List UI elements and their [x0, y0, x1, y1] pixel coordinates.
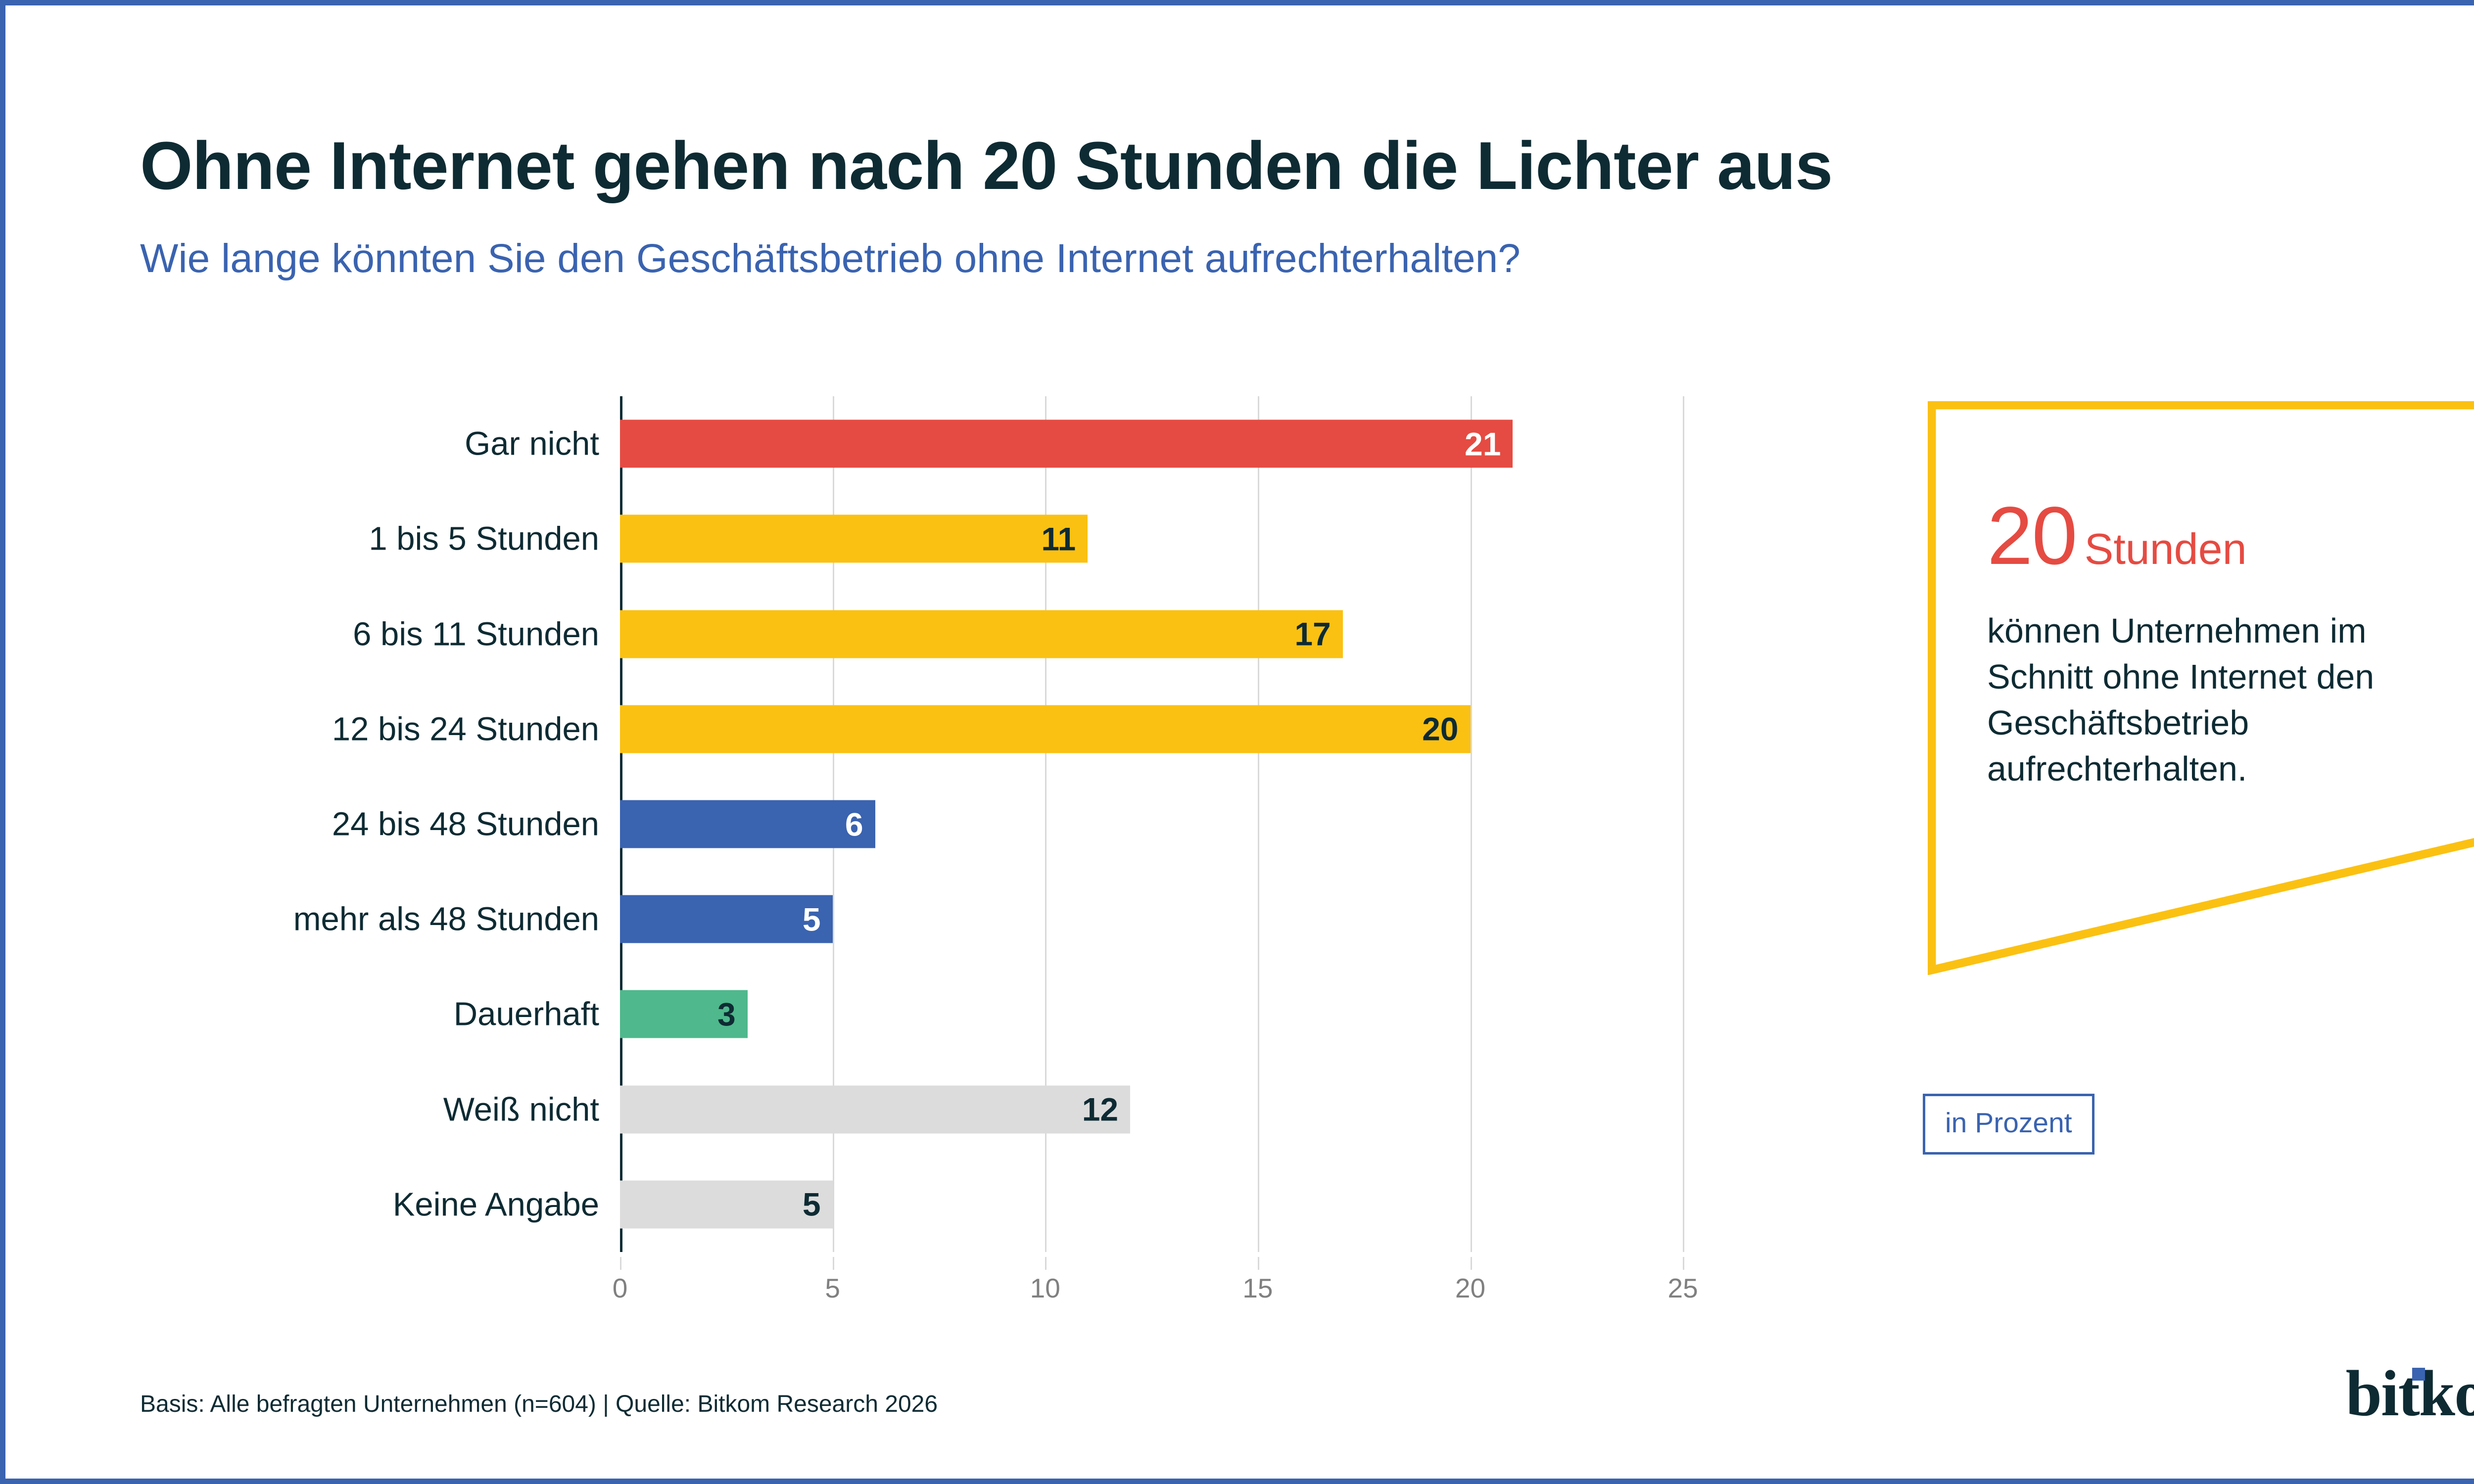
- x-tick-label: 0: [612, 1273, 628, 1303]
- bar-value-label: 11: [1041, 520, 1076, 557]
- gridline: [1257, 396, 1259, 1252]
- bar: 17: [620, 610, 1343, 658]
- category-label: Weiß nicht: [443, 1091, 599, 1128]
- bar-value-label: 3: [717, 996, 736, 1033]
- bar: 20: [620, 705, 1471, 753]
- bar-value-label: 17: [1294, 615, 1331, 652]
- category-label: Keine Angabe: [392, 1186, 599, 1223]
- bar-value-label: 5: [802, 1186, 821, 1223]
- bar: 5: [620, 1180, 833, 1229]
- bar-value-label: 6: [845, 806, 863, 842]
- bar: 3: [620, 990, 748, 1038]
- tick-mark: [1470, 1257, 1472, 1270]
- bar: 21: [620, 419, 1513, 468]
- tick-mark: [620, 1257, 621, 1270]
- gridline: [1045, 396, 1047, 1252]
- bar: 11: [620, 514, 1088, 563]
- bar: 12: [620, 1085, 1131, 1134]
- gridline: [1470, 396, 1472, 1252]
- x-tick-label: 25: [1667, 1273, 1698, 1303]
- bar-chart: Gar nicht 1 bis 5 Stunden 6 bis 11 Stunden…: [140, 396, 1812, 1303]
- source-note: Basis: Alle befragten Unternehmen (n=604…: [140, 1391, 938, 1417]
- bitkom-logo: bitkom: [2346, 1361, 2474, 1426]
- bar-value-label: 20: [1422, 710, 1459, 747]
- logo-dot-icon: [2412, 1368, 2425, 1381]
- callout-content: 20 Stunden können Unternehmen im Schnitt …: [1987, 495, 2472, 792]
- callout-description: können Unternehmen im Schnitt ohne Inter…: [1987, 611, 2375, 788]
- bar: 6: [620, 800, 875, 848]
- legend-unit-badge: in Prozent: [1923, 1094, 2094, 1155]
- x-tick-label: 5: [825, 1273, 840, 1303]
- category-label: mehr als 48 Stunden: [293, 900, 599, 938]
- x-axis-ticks: 0 5 10 15 20 25: [613, 1257, 1768, 1303]
- category-label: 12 bis 24 Stunden: [332, 710, 599, 748]
- header: Ohne Internet gehen nach 20 Stunden die …: [140, 129, 2416, 283]
- bar-value-label: 5: [802, 901, 821, 938]
- x-tick-label: 15: [1242, 1273, 1273, 1303]
- x-tick-label: 10: [1030, 1273, 1060, 1303]
- category-label: Dauerhaft: [453, 995, 599, 1033]
- callout-unit: Stunden: [2084, 524, 2247, 573]
- callout-number: 20: [1987, 490, 2078, 582]
- category-label: 24 bis 48 Stunden: [332, 805, 599, 843]
- bar-value-label: 12: [1082, 1091, 1119, 1128]
- callout-box: 20 Stunden können Unternehmen im Schnitt …: [1928, 401, 2474, 975]
- logo-wordmark: bitkom: [2345, 1357, 2474, 1430]
- tick-mark: [1683, 1257, 1685, 1270]
- page-title: Ohne Internet gehen nach 20 Stunden die …: [140, 128, 1833, 204]
- plot-area: 21 11 17 20 6 5 3 12 5: [620, 396, 1768, 1252]
- callout-border-shape: [1928, 401, 2474, 975]
- callout-headline: 20 Stunden: [1987, 495, 2472, 577]
- tick-mark: [1257, 1257, 1259, 1270]
- chart-subtitle: Wie lange könnten Sie den Geschäftsbetri…: [140, 235, 1521, 281]
- category-label: 1 bis 5 Stunden: [369, 520, 599, 557]
- tick-mark: [1045, 1257, 1047, 1270]
- category-label: 6 bis 11 Stunden: [353, 615, 599, 653]
- bar: 5: [620, 895, 833, 943]
- bar-value-label: 21: [1465, 425, 1501, 463]
- category-axis-labels: Gar nicht 1 bis 5 Stunden 6 bis 11 Stunden…: [140, 396, 620, 1252]
- tick-mark: [832, 1257, 834, 1270]
- x-tick-label: 20: [1455, 1273, 1486, 1303]
- category-label: Gar nicht: [465, 425, 599, 463]
- gridline: [1683, 396, 1685, 1252]
